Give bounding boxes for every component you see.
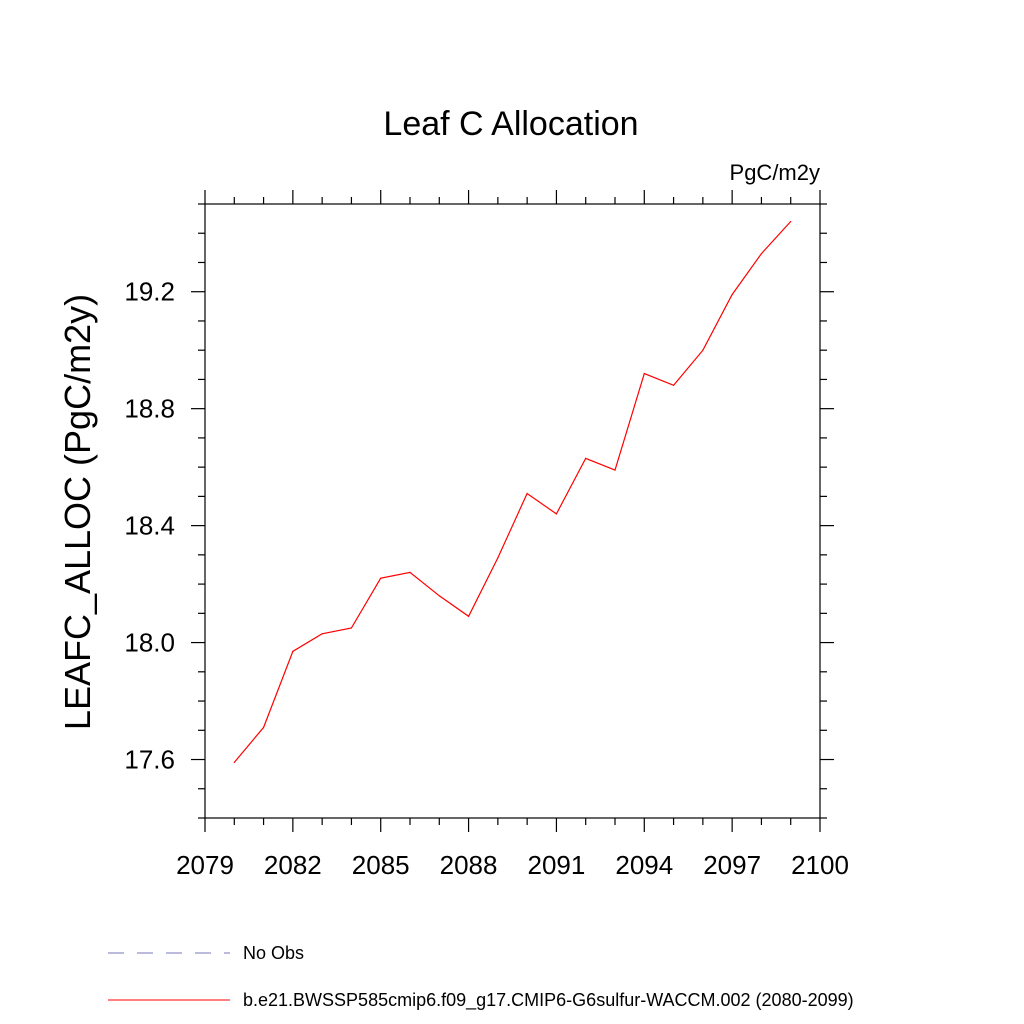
series-line <box>233 221 792 763</box>
y-axis-ticks: 17.6 18.0 18.4 18.8 19.2 <box>124 203 834 819</box>
legend: No Obs b.e21.BWSSP585cmip6.f09_g17.CMIP6-… <box>108 943 854 1011</box>
x-tick-label: 2088 <box>440 850 498 880</box>
data-point <box>292 650 294 652</box>
data-point <box>702 349 704 351</box>
x-axis-ticks: 2079 2082 2085 2088 2091 2094 2097 2100 <box>176 190 849 880</box>
data-point <box>233 761 235 764</box>
data-point <box>350 627 353 629</box>
x-tick-label: 2085 <box>352 850 410 880</box>
data-point <box>614 469 616 471</box>
y-tick-label: 18.4 <box>124 511 175 541</box>
chart-title: Leaf C Allocation <box>383 105 638 143</box>
plot-frame <box>204 203 821 819</box>
data-point <box>497 557 499 559</box>
x-tick-label: 2082 <box>264 850 322 880</box>
legend-label: b.e21.BWSSP585cmip6.f09_g17.CMIP6-G6sulf… <box>243 990 854 1011</box>
y-tick-label: 19.2 <box>124 277 175 307</box>
data-point <box>731 294 733 296</box>
data-point <box>790 220 792 223</box>
data-point <box>760 253 763 255</box>
x-tick-label: 2097 <box>703 850 761 880</box>
data-point <box>438 595 440 597</box>
y-tick-label: 17.6 <box>124 745 175 775</box>
data-point <box>409 571 411 574</box>
x-tick-label: 2094 <box>615 850 673 880</box>
x-tick-label: 2091 <box>528 850 586 880</box>
units-label: PgC/m2y <box>730 160 820 185</box>
y-tick-label: 18.0 <box>124 628 175 658</box>
data-point <box>555 513 558 515</box>
data-point <box>467 615 470 617</box>
data-point <box>585 457 587 459</box>
data-point <box>321 633 323 635</box>
data-point <box>262 726 265 728</box>
legend-label: No Obs <box>243 943 304 963</box>
x-tick-label: 2079 <box>176 850 234 880</box>
data-point <box>526 492 528 495</box>
series-layer <box>233 220 792 764</box>
y-tick-label: 18.8 <box>124 394 175 424</box>
data-point <box>672 384 675 386</box>
x-tick-label: 2100 <box>791 850 849 880</box>
data-point <box>643 372 645 375</box>
y-axis-label: LEAFC_ALLOC (PgC/m2y) <box>57 294 98 730</box>
data-point <box>380 577 382 579</box>
